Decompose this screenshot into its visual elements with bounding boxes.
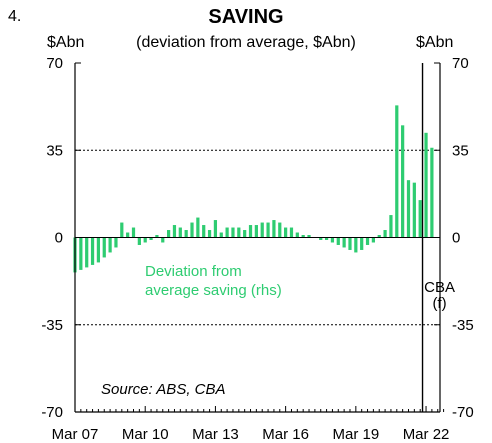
bar bbox=[143, 237, 147, 243]
bar bbox=[319, 237, 323, 240]
bar bbox=[295, 232, 299, 238]
series-label: Deviation from bbox=[145, 263, 242, 280]
bar bbox=[412, 182, 416, 238]
x-tick-label: Mar 16 bbox=[262, 426, 309, 443]
bar bbox=[418, 200, 422, 238]
bar bbox=[254, 225, 258, 238]
bar bbox=[406, 180, 411, 238]
bar bbox=[196, 217, 200, 238]
bar bbox=[79, 237, 83, 270]
forecast-label: CBA bbox=[424, 279, 455, 296]
bar bbox=[354, 237, 358, 253]
bar bbox=[289, 227, 294, 238]
y-tick-label-left: -35 bbox=[41, 317, 63, 334]
chart-title: SAVING bbox=[208, 6, 284, 28]
bar bbox=[365, 237, 370, 245]
bar bbox=[126, 232, 130, 238]
bar bbox=[120, 222, 124, 238]
bar bbox=[389, 215, 393, 238]
bar bbox=[225, 227, 229, 238]
bar bbox=[237, 227, 241, 238]
y-axis-unit-left: $Abn bbox=[47, 34, 85, 51]
bar bbox=[85, 237, 89, 268]
x-tick-label: Mar 13 bbox=[192, 426, 239, 443]
bar bbox=[207, 230, 212, 238]
bar bbox=[371, 237, 375, 243]
bar bbox=[202, 225, 206, 238]
bar bbox=[395, 105, 399, 238]
bar bbox=[131, 227, 136, 238]
y-tick-label-left: -70 bbox=[41, 404, 63, 421]
bar bbox=[336, 237, 340, 245]
bar bbox=[213, 220, 218, 238]
bar bbox=[149, 237, 153, 240]
bar bbox=[178, 227, 182, 238]
bar bbox=[137, 237, 141, 245]
bar bbox=[260, 222, 264, 238]
figure-number: 4. bbox=[8, 8, 22, 25]
bar bbox=[108, 237, 112, 253]
bar bbox=[114, 237, 118, 248]
bar bbox=[90, 237, 95, 265]
x-tick-label: Mar 22 bbox=[403, 426, 450, 443]
forecast-label: (f) bbox=[432, 295, 446, 312]
bar bbox=[377, 235, 381, 238]
bar bbox=[342, 237, 346, 248]
bar bbox=[401, 125, 405, 238]
bar bbox=[430, 147, 434, 238]
y-tick-label-right: 0 bbox=[452, 230, 460, 247]
y-tick-label-left: 0 bbox=[55, 230, 63, 247]
grid-layer bbox=[75, 149, 440, 326]
bar bbox=[96, 237, 101, 263]
y-tick-label-right: 70 bbox=[452, 55, 469, 72]
source-annotation: Source: ABS, CBA bbox=[101, 381, 226, 398]
bar bbox=[324, 237, 329, 240]
x-tick-label: Mar 19 bbox=[332, 426, 379, 443]
x-tick-label: Mar 10 bbox=[122, 426, 169, 443]
labels-layer: 70 70 35 35 0 0 -35 -35 -70 -70 Mar 07 Mar 10 Mar 13… bbox=[41, 55, 473, 443]
bar bbox=[184, 230, 188, 238]
bar bbox=[307, 235, 311, 238]
bar bbox=[248, 225, 253, 238]
y-tick-label-right: -70 bbox=[452, 404, 474, 421]
series-label: average saving (rhs) bbox=[145, 282, 282, 299]
bar bbox=[219, 232, 223, 238]
bar bbox=[172, 225, 177, 238]
bar bbox=[231, 227, 235, 238]
y-tick-label-right: 35 bbox=[452, 142, 469, 159]
bar bbox=[284, 227, 288, 238]
bar bbox=[301, 235, 305, 238]
x-tick-label: Mar 07 bbox=[52, 426, 99, 443]
bar bbox=[272, 220, 276, 238]
bar bbox=[348, 237, 352, 250]
bar bbox=[278, 222, 282, 238]
axes-layer bbox=[74, 62, 445, 413]
chart-subtitle: (deviation from average, $Abn) bbox=[136, 34, 356, 51]
y-tick-label-left: 35 bbox=[46, 142, 63, 159]
y-tick-label-right: -35 bbox=[452, 317, 474, 334]
bars-layer bbox=[73, 105, 434, 273]
bar bbox=[167, 230, 171, 238]
bar bbox=[383, 230, 387, 238]
bar bbox=[424, 132, 428, 238]
bar bbox=[266, 222, 270, 238]
bar bbox=[190, 222, 194, 238]
y-tick-label-left: 70 bbox=[46, 55, 63, 72]
bar bbox=[360, 237, 364, 250]
bar bbox=[161, 237, 165, 243]
bar bbox=[155, 235, 159, 238]
y-axis-unit-right: $Abn bbox=[416, 34, 454, 51]
bar bbox=[102, 237, 106, 258]
bar bbox=[330, 237, 335, 243]
bar bbox=[243, 230, 247, 238]
